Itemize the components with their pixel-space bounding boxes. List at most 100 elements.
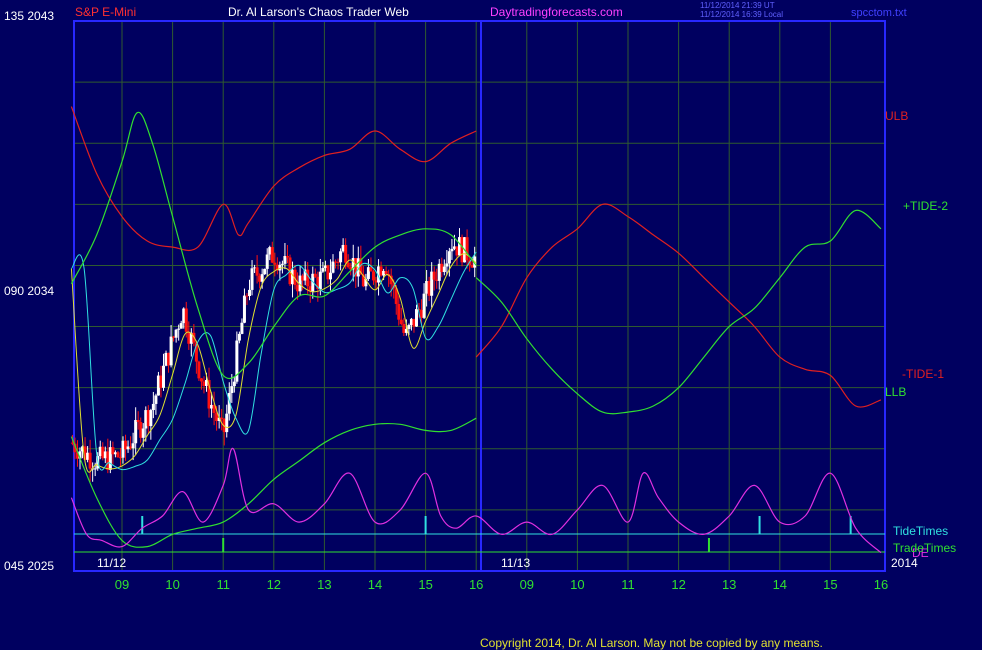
candle-body [275, 264, 279, 271]
hour-label: 13 [317, 577, 331, 592]
candle-body [70, 442, 74, 444]
candle-body [311, 273, 315, 292]
candle-body [164, 352, 168, 366]
candle-body [285, 256, 289, 258]
candle-body [308, 286, 312, 292]
hour-label: 10 [165, 577, 179, 592]
candle-body [131, 443, 135, 449]
candle-body [250, 268, 254, 290]
candle-body [116, 452, 120, 458]
candle-body [407, 325, 411, 329]
candle-body [321, 268, 325, 272]
candle-body [445, 263, 449, 267]
timestamp-utc: 11/12/2014 21:39 UT [700, 1, 775, 10]
candle-body [255, 267, 259, 276]
candle-body [339, 251, 343, 263]
hour-label: 16 [469, 577, 483, 592]
legend-ulb: ULB [885, 109, 908, 123]
candle-body [210, 404, 214, 409]
candle-body [73, 443, 77, 453]
candle-body [159, 375, 163, 388]
candle-body [235, 340, 239, 382]
candle-body [293, 269, 297, 286]
hour-label: 10 [570, 577, 584, 592]
candle-body [369, 267, 373, 272]
candle-body [394, 288, 398, 304]
candle-body [75, 452, 79, 459]
legend-year: 2014 [891, 556, 918, 570]
candle-body [169, 336, 173, 366]
candle-body [465, 237, 469, 261]
candle-body [412, 318, 416, 327]
candle-body [139, 422, 143, 438]
candle-body [316, 276, 320, 290]
candle-body [245, 295, 249, 297]
hour-label: 11 [216, 577, 230, 592]
candle-body [237, 333, 241, 341]
candle-body [182, 308, 186, 324]
candle-body [414, 309, 418, 327]
candle-body [379, 266, 383, 276]
candle-body [156, 375, 160, 396]
file-name: spcctom.txt [851, 7, 907, 19]
chart-series [70, 106, 882, 554]
candle-body [136, 420, 140, 423]
candle-body [455, 246, 459, 256]
candle-body [440, 263, 444, 273]
candle-body [144, 410, 148, 429]
candle-body [399, 319, 403, 324]
candle-body [361, 274, 365, 287]
legend-llb: LLB [885, 385, 906, 399]
candle-body [227, 392, 231, 414]
candle-body [167, 352, 171, 366]
candle-body [432, 271, 436, 280]
hour-label: 11 [621, 577, 635, 592]
candle-body [318, 271, 322, 290]
candle-body [154, 395, 158, 404]
candle-body [344, 244, 348, 263]
candle-body [351, 258, 355, 270]
legend-tidetimes: TideTimes [893, 524, 948, 538]
candle-body [334, 261, 338, 263]
site-url[interactable]: Daytradingforecasts.com [490, 5, 623, 19]
candle-body [242, 295, 246, 323]
candle-body [306, 269, 310, 287]
copyright: Copyright 2014, Dr. Al Larson. May not b… [480, 636, 823, 650]
candle-body [172, 336, 176, 338]
candle-body [404, 328, 408, 333]
candle-body [382, 270, 386, 276]
candle-body [106, 451, 110, 470]
candle-body [359, 258, 363, 275]
candle-body [189, 332, 193, 344]
candle-body [225, 413, 229, 433]
series-tide [70, 111, 477, 380]
candle-body [240, 322, 244, 334]
candle-body [341, 244, 345, 252]
candle-body [253, 267, 257, 269]
candle-body [265, 254, 269, 269]
candle-body [460, 237, 464, 263]
symbol-title: S&P E-Mini [75, 5, 136, 19]
candle-body [108, 447, 112, 470]
legend-tide1: -TIDE-1 [902, 367, 944, 381]
candle-body [301, 275, 305, 281]
candle-body [260, 274, 264, 282]
y-label-bottom: 045 2025 [4, 559, 54, 573]
series-llb [70, 417, 477, 548]
date-label-2: 11/13 [501, 556, 530, 570]
legend-extra: DE [912, 546, 929, 560]
candle-body [291, 269, 295, 285]
candle-body [103, 451, 107, 459]
candle-body [197, 361, 201, 379]
candle-body [230, 386, 234, 393]
candle-body [86, 452, 90, 460]
candle-body [450, 248, 454, 252]
x-axis-hour-labels: 09 10 11 12 13 14 15 16 09 10 11 12 13 14 15 16 [115, 577, 888, 592]
candle-body [101, 446, 105, 459]
candle-body [199, 378, 203, 382]
candle-body [326, 265, 330, 280]
candle-body [336, 261, 340, 263]
candle-body [377, 266, 381, 283]
candle-body [78, 451, 82, 459]
